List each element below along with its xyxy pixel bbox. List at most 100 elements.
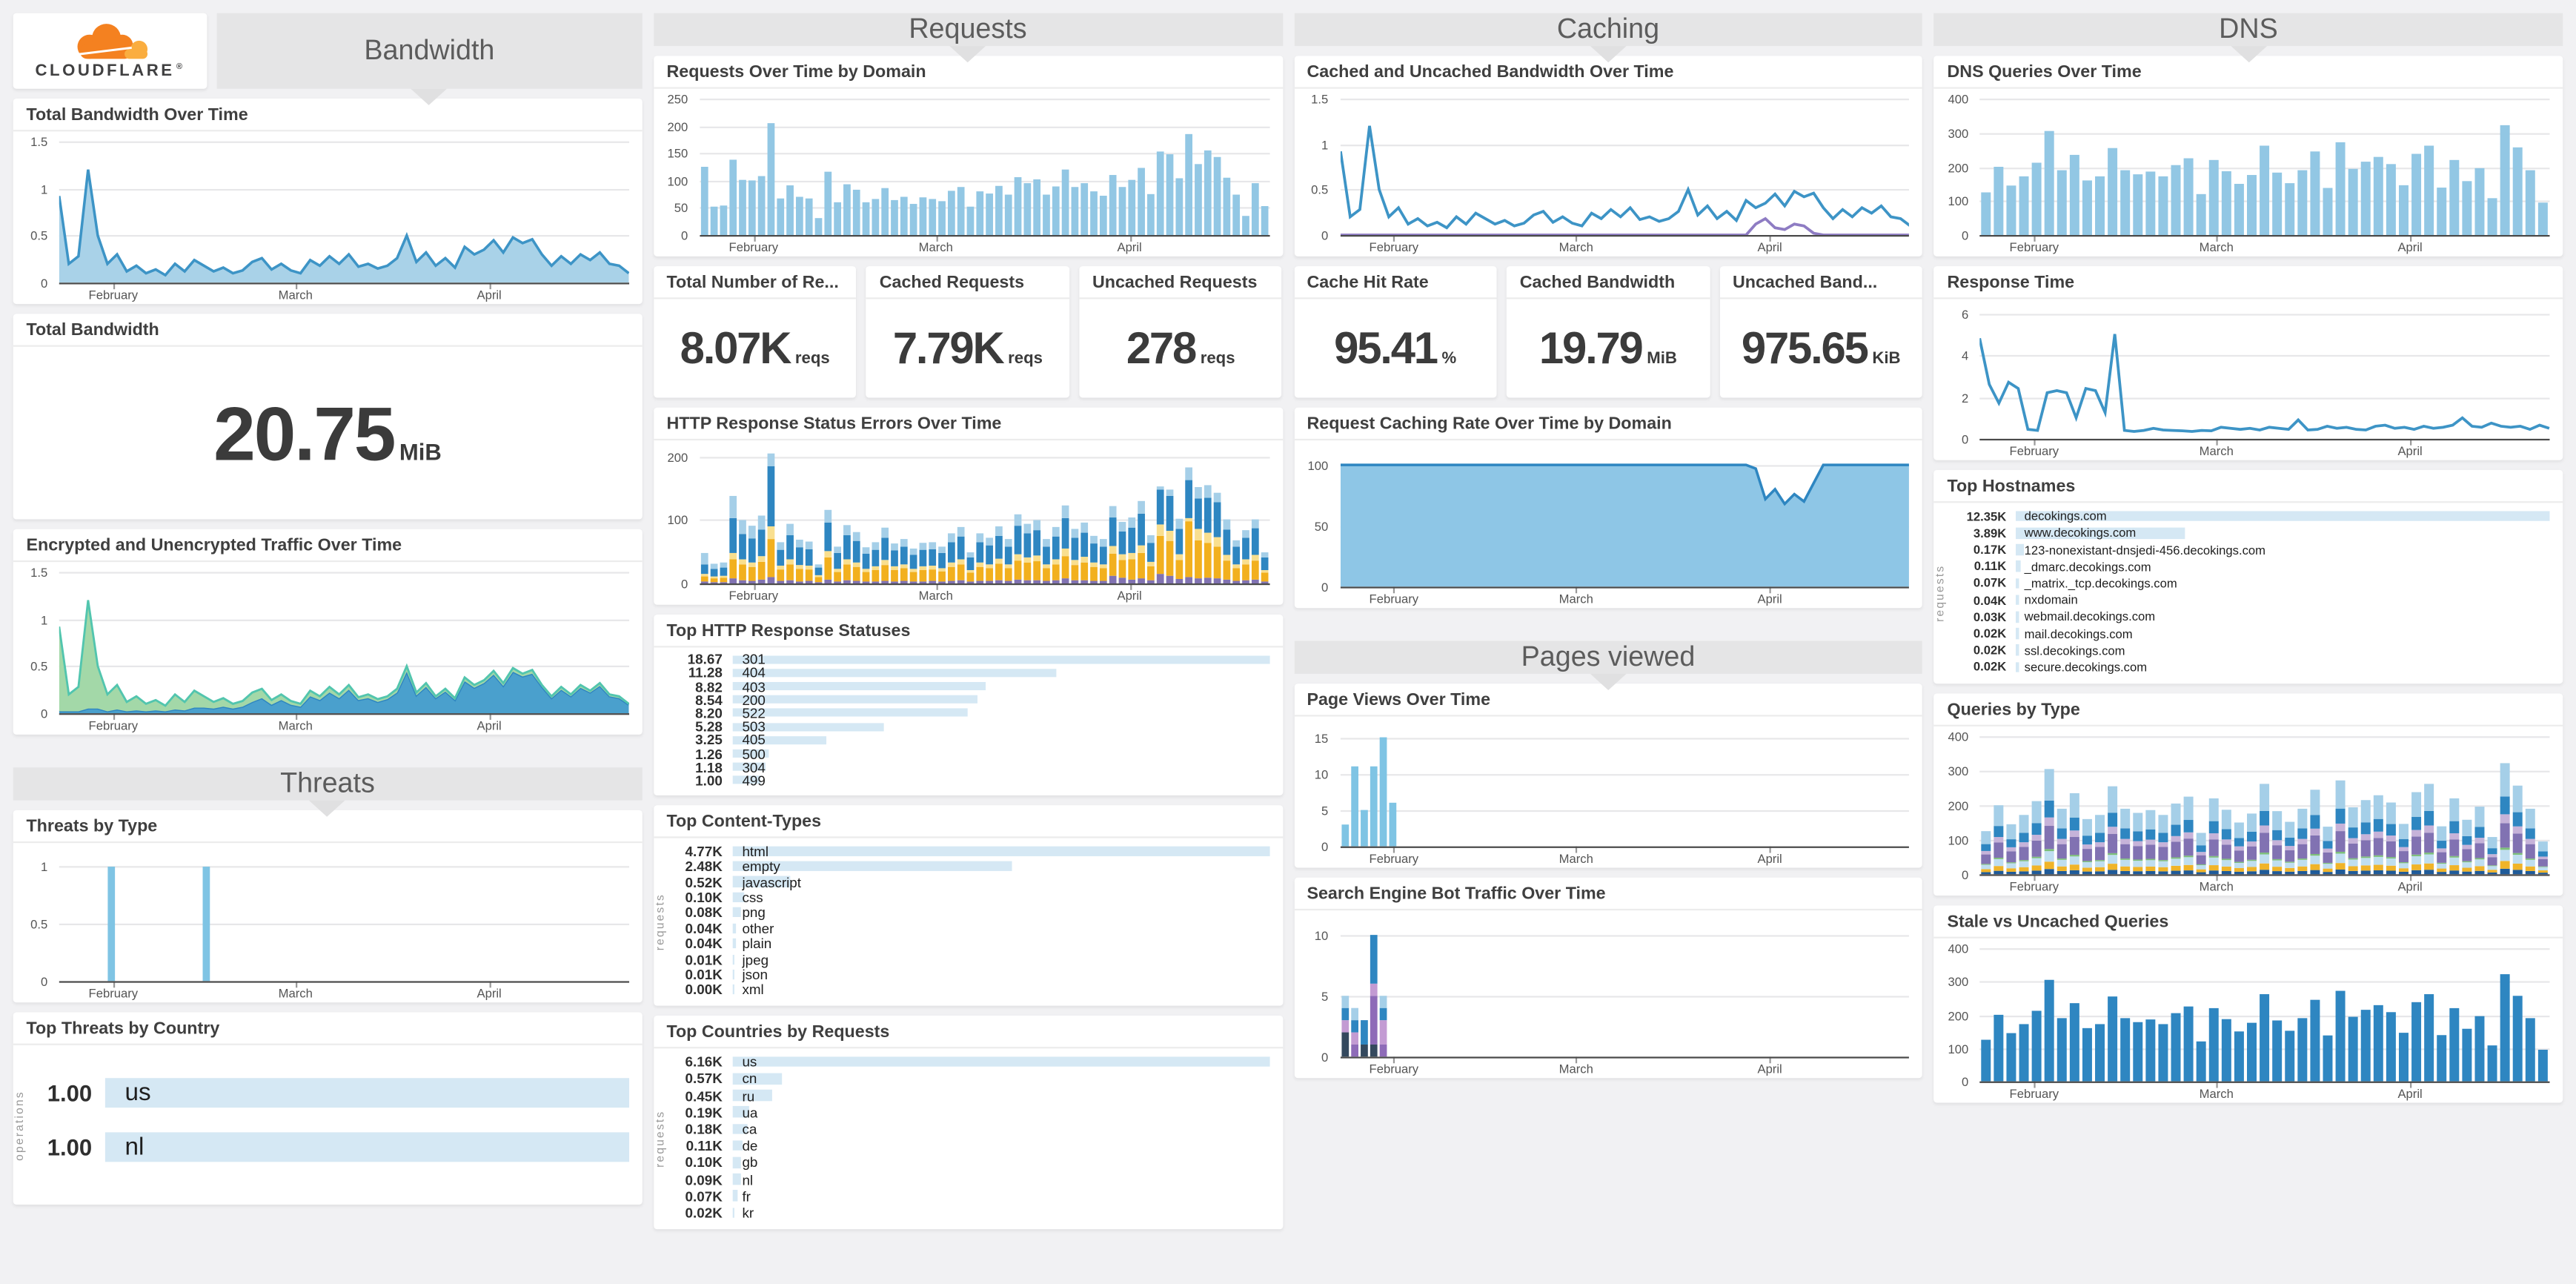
card-title: Page Views Over Time [1293,684,1923,717]
card-title: Total Bandwidth [13,314,643,347]
card-uncached-requests: Uncached Requests 278 reqs [1079,266,1283,398]
uncached-requests-value: 278 [1126,322,1197,373]
card-caching-rate: Request Caching Rate Over Time by Domain… [1293,407,1923,609]
card-title: Top Content-Types [653,805,1283,838]
card-dns-queries: DNS Queries Over Time 0 100 200 300 400 Febru… [1933,56,2563,257]
section-title-dns: DNS [2219,13,2278,44]
total-bandwidth-value: 20.75 [213,390,396,476]
top-hostnames-chart[interactable]: requests 12.35K decokings.com 3.89K www.deco… [1934,503,2563,684]
card-title: Response Time [1933,266,2563,300]
card-title: Uncached Requests [1079,266,1283,300]
page-views-chart[interactable]: 0 5 10 15 February March April [1294,717,1922,868]
section-header-dns[interactable]: DNS [1933,13,2563,47]
section-header-requests[interactable]: Requests [653,13,1283,47]
encrypted-traffic-chart[interactable]: 0 0.5 1 1.5 February March April [13,562,642,735]
card-queries-by-type: Queries by Type 0 100 200 300 400 February Mar… [1933,693,2563,896]
card-title: Top HTTP Response Statuses [653,615,1283,648]
card-title: Encrypted and Unencrypted Traffic Over T… [13,529,643,563]
section-header-threats[interactable]: Threats [13,767,643,801]
total-requests-value: 8.07K [680,322,792,373]
card-total-bandwidth-over-time: Total Bandwidth Over Time 0 0.5 1 1.5 Februa… [13,99,643,305]
uncached-bandwidth-unit: KiB [1872,349,1901,368]
card-title: Cached and Uncached Bandwidth Over Time [1293,56,1923,89]
threats-by-type-chart[interactable]: 0 0.5 1 February March April [13,843,642,1002]
cloudflare-logo: CLOUDFLARE ® [13,13,208,89]
card-response-time: Response Time 0 2 4 6 February March April [1933,266,2563,460]
top-content-types-chart[interactable]: requests 4.77K html 2.48K empty 0.52K javascri… [654,838,1282,1006]
card-total-bandwidth: Total Bandwidth 20.75 MiB [13,314,643,520]
top-threats-by-country-chart[interactable]: operations 1.00 us 1.00 nl [13,1045,642,1205]
card-title: Total Bandwidth Over Time [13,99,643,132]
cached-requests-unit: reqs [1008,349,1043,368]
total-bandwidth-over-time-chart[interactable]: 0 0.5 1 1.5 February March April [13,131,642,304]
response-time-chart[interactable]: 0 2 4 6 February March April [1934,299,2563,460]
cached-bandwidth-value: 19.79 [1538,322,1644,373]
cached-requests-value: 7.79K [892,322,1005,373]
card-title: HTTP Response Status Errors Over Time [653,408,1283,441]
card-title: Queries by Type [1933,693,2563,727]
card-requests-over-time: Requests Over Time by Domain 0 50 100 150 20… [653,56,1283,257]
card-title: Top Countries by Requests [653,1016,1283,1049]
section-title-threats: Threats [280,767,375,799]
card-title: Top Threats by Country [13,1013,643,1045]
bot-traffic-chart[interactable]: 0 5 10 February March April [1294,910,1922,1078]
caching-stat-row: Cache Hit Rate 95.41 % Cached Bandwidth … [1293,266,1923,398]
bandwidth-header-row: CLOUDFLARE ® Bandwidth [13,13,643,89]
card-top-hostnames: Top Hostnames requests 12.35K decokings.co… [1933,470,2563,684]
card-title: Stale vs Uncached Queries [1933,905,2563,939]
card-bot-traffic: Search Engine Bot Traffic Over Time 0 5 10… [1293,877,1923,1079]
queries-by-type-chart[interactable]: 0 100 200 300 400 February March April [1934,727,2563,896]
cached-uncached-bandwidth-chart[interactable]: 0 0.5 1 1.5 February March April [1294,89,1922,257]
uncached-requests-unit: reqs [1200,349,1235,368]
card-cached-bandwidth: Cached Bandwidth 19.79 MiB [1506,266,1710,398]
section-header-pages-viewed[interactable]: Pages viewed [1293,641,1923,674]
card-uncached-bandwidth: Uncached Band... 975.65 KiB [1719,266,1923,398]
card-top-threats-by-country: Top Threats by Country operations 1.00 us 1… [13,1012,643,1205]
column-bandwidth: CLOUDFLARE ® Bandwidth Total Bandwidth Ov… [13,13,643,1205]
card-cached-uncached-bandwidth: Cached and Uncached Bandwidth Over Time … [1293,56,1923,257]
card-title: Total Number of Re... [653,266,857,300]
section-title-pages-viewed: Pages viewed [1521,641,1696,672]
total-requests-unit: reqs [794,349,830,368]
cache-hit-rate-value: 95.41 [1334,322,1438,373]
total-bandwidth-stat: 20.75 MiB [13,347,642,520]
caching-rate-chart[interactable]: 0 50 100 February March April [1294,440,1922,608]
uncached-bandwidth-value: 975.65 [1741,322,1869,373]
requests-over-time-chart[interactable]: 0 50 100 150 200 250 February March April [654,89,1282,257]
cache-hit-rate-unit: % [1441,349,1457,368]
card-total-requests: Total Number of Re... 8.07K reqs [653,266,857,398]
card-title: Cached Bandwidth [1506,266,1710,300]
card-title: Requests Over Time by Domain [653,56,1283,89]
cached-bandwidth-unit: MiB [1647,349,1677,368]
top-countries-chart[interactable]: requests 6.16K us 0.57K cn 0.45K ru 0.19K ua 0.18… [654,1048,1282,1229]
column-dns: DNS DNS Queries Over Time 0 100 200 300 400 F… [1933,13,2563,1103]
card-cache-hit-rate: Cache Hit Rate 95.41 % [1293,266,1497,398]
cloudflare-cloud-icon [77,24,148,59]
card-encrypted-traffic: Encrypted and Unencrypted Traffic Over T… [13,529,643,735]
cloudflare-analytics-dashboard: CLOUDFLARE ® Bandwidth Total Bandwidth Ov… [0,0,2576,1242]
card-stale-queries: Stale vs Uncached Queries 0 100 200 300 400 F… [1933,905,2563,1103]
card-top-content-types: Top Content-Types requests 4.77K html 2.48K… [653,805,1283,1006]
card-top-countries: Top Countries by Requests requests 6.16K u… [653,1015,1283,1230]
dns-queries-chart[interactable]: 0 100 200 300 400 February March April [1934,89,2563,257]
stale-queries-chart[interactable]: 0 100 200 300 400 February March April [1934,939,2563,1103]
column-caching: Caching Cached and Uncached Bandwidth Ov… [1293,13,1923,1079]
card-title: Search Engine Bot Traffic Over Time [1293,878,1923,911]
section-header-caching[interactable]: Caching [1293,13,1923,47]
card-top-statuses: Top HTTP Response Statuses 18.67 301 11.28… [653,615,1283,795]
card-title: Top Hostnames [1933,470,2563,503]
section-header-bandwidth[interactable]: Bandwidth [216,13,643,89]
card-title: Uncached Band... [1719,266,1923,300]
section-title-caching: Caching [1556,13,1660,44]
http-errors-chart[interactable]: 0 100 200 February March April [654,440,1282,605]
total-bandwidth-unit: MiB [399,437,442,465]
section-title-requests: Requests [909,13,1027,44]
card-title: Cached Requests [866,266,1069,300]
card-title: DNS Queries Over Time [1933,56,2563,89]
card-title: Request Caching Rate Over Time by Domain [1293,408,1923,441]
requests-stat-row: Total Number of Re... 8.07K reqs Cached … [653,266,1283,398]
top-statuses-chart[interactable]: 18.67 301 11.28 404 8.82 403 8.54 200 8.20 522 5.2… [654,647,1282,795]
cloudflare-wordmark: CLOUDFLARE ® [35,62,185,81]
